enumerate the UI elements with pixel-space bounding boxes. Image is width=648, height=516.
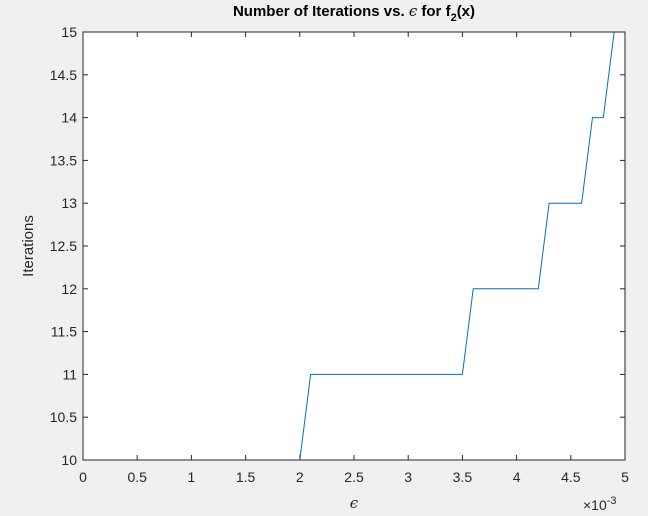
x-tick-label: 0: [79, 469, 87, 485]
y-tick-label: 10: [61, 452, 77, 468]
x-tick-label: 3.5: [453, 469, 473, 485]
title-subscript: 2: [451, 12, 457, 24]
title-tail: (x): [457, 3, 475, 20]
exponent-power: -3: [607, 495, 617, 507]
y-tick-label: 15: [61, 24, 77, 40]
title-for: for f: [417, 3, 451, 20]
y-tick-label: 13.5: [50, 152, 77, 168]
x-tick-label: 2.5: [344, 469, 364, 485]
x-tick-label: 2: [296, 469, 304, 485]
plot-area: [83, 32, 625, 460]
x-tick-label: 1: [188, 469, 196, 485]
data-series-line: [83, 31, 615, 461]
y-tick-label: 10.5: [50, 409, 77, 425]
x-tick-label: 0.5: [127, 469, 147, 485]
y-tick-label: 13: [61, 195, 77, 211]
title-symbol: ϵ: [409, 2, 418, 20]
y-tick-label: 12.5: [50, 238, 77, 254]
title-main: Number of Iterations vs.: [233, 3, 409, 20]
y-tick-label: 14: [61, 110, 77, 126]
exponent-base: ×10: [583, 497, 607, 513]
y-tick-label: 14.5: [50, 67, 77, 83]
x-tick-label: 4: [513, 469, 521, 485]
x-axis-exponent: ×10-3: [583, 495, 617, 513]
chart-title: Number of Iterations vs. ϵ for f2(x): [233, 2, 475, 24]
x-axis-label: ϵ: [350, 494, 359, 512]
y-tick-label: 11: [62, 366, 77, 382]
y-tick-label: 11.5: [51, 324, 77, 340]
axes-box: [82, 31, 626, 461]
tick-labels: 0 0.5 1 1.5 2 2.5 3 3.5 4 4.5 51010.51111.51212.51…: [50, 24, 629, 485]
y-axis-label: Iterations: [20, 215, 37, 277]
y-tick-label: 12: [61, 281, 77, 297]
x-tick-label: 3: [404, 469, 412, 485]
x-tick-label: 4.5: [561, 469, 581, 485]
x-tick-label: 1.5: [236, 469, 256, 485]
x-tick-label: 5: [621, 469, 629, 485]
